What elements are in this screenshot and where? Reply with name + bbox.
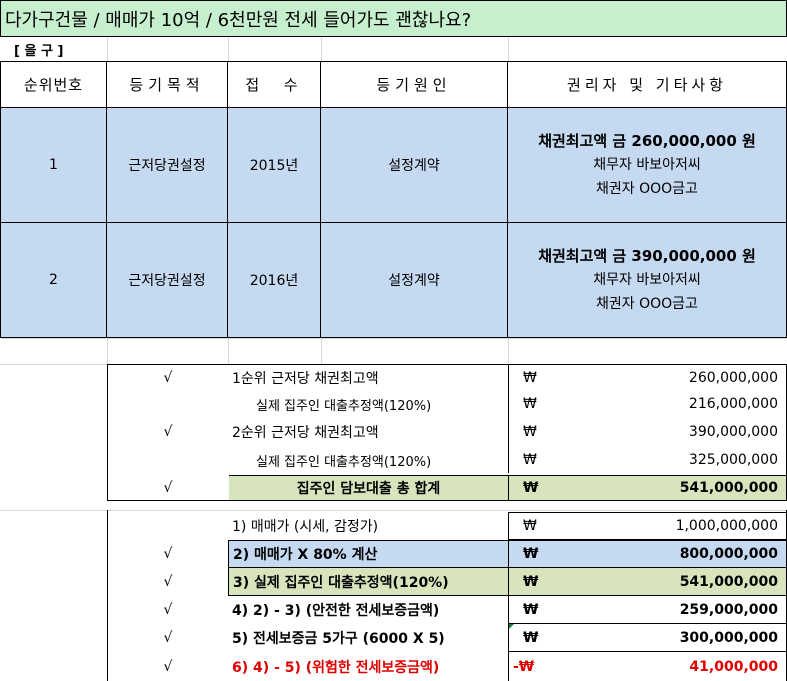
check-mark: √ [163, 602, 173, 618]
section-label: [ 을 구 ] [14, 43, 64, 59]
currency-symbol: ₩ [508, 365, 786, 391]
registry-purpose: 근저당권설정 [107, 108, 228, 223]
header-purpose: 등기목적 [107, 61, 228, 108]
loan-label: 실제 집주인 대출추정액(120%) [256, 398, 432, 414]
registry-rights: 채권최고액 금 390,000,000 원 채무자 바보아저씨 채권자 OOO금… [508, 223, 787, 338]
check-mark: √ [163, 630, 173, 646]
check-mark: √ [163, 424, 173, 440]
gridline [321, 338, 322, 364]
header-rank: 순위번호 [0, 61, 107, 108]
loan-value: 216,000,000 [688, 396, 778, 412]
loan-label: 2순위 근저당 채권최고액 [232, 425, 379, 441]
loan-total-label: 집주인 담보대출 총 합계 [229, 475, 508, 500]
deposit-label: 1) 매매가 (시세, 감정가) [232, 519, 379, 535]
currency-symbol: ₩ [508, 391, 786, 417]
gridline [0, 338, 787, 339]
registry-rights: 채권최고액 금 260,000,000 원 채무자 바보아저씨 채권자 OOO금… [508, 108, 787, 223]
registry-purpose: 근저당권설정 [107, 223, 228, 338]
loan-total-value: 541,000,000 [679, 479, 778, 496]
deposit-label: 3) 실제 집주인 대출추정액(120%) [228, 568, 508, 596]
registry-creditor: 채권자 OOO금고 [596, 296, 698, 312]
gridline [228, 36, 229, 62]
deposit-value: 800,000,000 [679, 546, 778, 562]
sheet-title: 다가구건물 / 매매가 10억 / 6천만원 전세 들어가도 괜찮나요? [0, 0, 787, 37]
registry-received: 2015년 [228, 108, 321, 223]
loan-label: 실제 집주인 대출추정액(120%) [256, 454, 432, 470]
check-mark: √ [163, 546, 173, 562]
gridline [321, 36, 322, 62]
registry-cause: 설정계약 [321, 108, 508, 223]
currency-symbol: ₩ [508, 417, 786, 447]
check-mark: √ [163, 574, 173, 590]
loan-label: 1순위 근저당 채권최고액 [232, 371, 379, 387]
check-mark: √ [163, 658, 173, 675]
check-mark: √ [163, 370, 173, 386]
loan-value: 260,000,000 [688, 370, 778, 386]
deposit-label: 4) 2) - 3) (안전한 전세보증금액) [232, 603, 440, 619]
registry-debtor: 채무자 바보아저씨 [593, 272, 701, 288]
registry-cause: 설정계약 [321, 223, 508, 338]
deposit-value: 541,000,000 [679, 574, 778, 590]
deposit-value: 41,000,000 [689, 658, 778, 675]
deposit-value: 259,000,000 [679, 602, 778, 618]
registry-rank: 1 [0, 108, 107, 223]
header-cause: 등기원인 [321, 61, 508, 108]
deposit-label: 2) 매매가 X 80% 계산 [228, 540, 508, 568]
currency-symbol: ₩ [508, 475, 786, 500]
registry-amount: 채권최고액 금 390,000,000 원 [538, 247, 756, 265]
deposit-label: 5) 전세보증금 5가구 (6000 X 5) [232, 631, 445, 647]
loan-value: 390,000,000 [688, 424, 778, 440]
header-received: 접 수 [228, 61, 321, 108]
deposit-label: 6) 4) - 5) (위험한 전세보증금액) [232, 659, 440, 676]
registry-received: 2016년 [228, 223, 321, 338]
loan-value: 325,000,000 [688, 452, 778, 468]
currency-symbol: ₩ [508, 447, 786, 473]
registry-debtor: 채무자 바보아저씨 [593, 157, 701, 173]
gridline [107, 338, 108, 364]
header-rights: 권리자 및 기타사항 [508, 61, 787, 108]
currency-symbol: ₩ [508, 568, 787, 596]
gridline [508, 338, 509, 364]
gridline [228, 338, 229, 364]
registry-rank: 2 [0, 223, 107, 338]
deposit-value: 1,000,000,000 [675, 518, 778, 534]
cell-comment-marker [509, 624, 514, 629]
gridline [508, 36, 509, 62]
deposit-value: 300,000,000 [679, 630, 778, 646]
gridline [0, 510, 787, 511]
check-mark: √ [163, 479, 173, 496]
gridline [107, 36, 108, 62]
registry-creditor: 채권자 OOO금고 [596, 181, 698, 197]
registry-amount: 채권최고액 금 260,000,000 원 [538, 132, 756, 150]
